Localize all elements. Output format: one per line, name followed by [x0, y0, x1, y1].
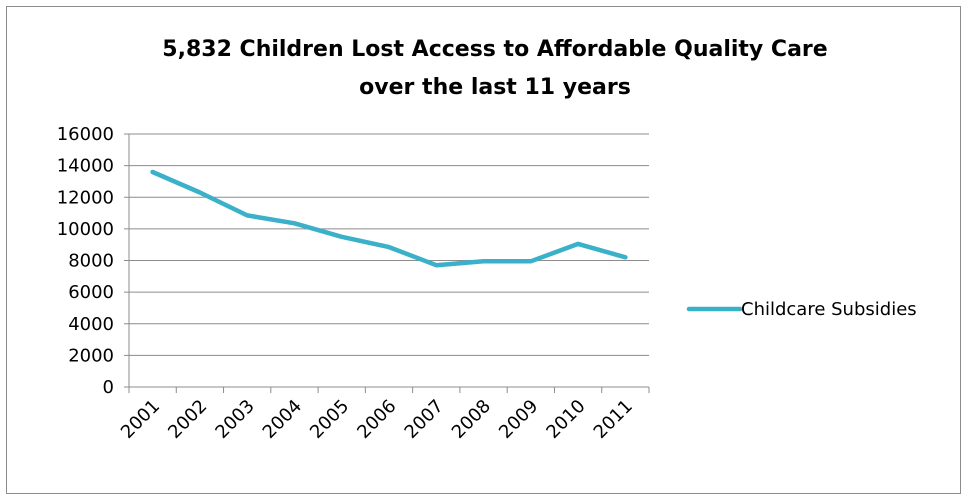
x-tick-label-2001: 2001 — [117, 396, 164, 443]
y-tick-label-12000: 12000 — [57, 187, 114, 208]
y-tick-label-6000: 6000 — [68, 282, 114, 303]
y-tick-label-16000: 16000 — [57, 124, 114, 145]
x-tick-label-2011: 2011 — [590, 396, 637, 443]
y-tick-label-0: 0 — [103, 377, 114, 398]
chart-title-line-1: 5,832 Children Lost Access to Affordable… — [162, 37, 827, 62]
chart-frame — [6, 6, 961, 494]
legend-label: Childcare Subsidies — [741, 299, 917, 320]
x-tick-label-2005: 2005 — [306, 396, 353, 443]
y-tick-label-10000: 10000 — [57, 219, 114, 240]
x-tick-label-2003: 2003 — [211, 396, 258, 443]
y-tick-label-2000: 2000 — [68, 345, 114, 366]
x-tick-label-2002: 2002 — [164, 396, 211, 443]
x-tick-label-2010: 2010 — [542, 396, 589, 443]
x-tick-label-2008: 2008 — [448, 396, 495, 443]
x-tick-label-2007: 2007 — [401, 396, 448, 443]
y-tick-label-14000: 14000 — [57, 156, 114, 177]
series-line-childcare-subsidies — [150, 169, 628, 268]
x-tick-label-2004: 2004 — [259, 396, 306, 443]
y-tick-label-4000: 4000 — [68, 314, 114, 335]
x-tick-label-2009: 2009 — [495, 396, 542, 443]
chart-title-line-2: over the last 11 years — [359, 75, 631, 100]
x-tick-label-2006: 2006 — [353, 396, 400, 443]
y-tick-label-8000: 8000 — [68, 251, 114, 272]
